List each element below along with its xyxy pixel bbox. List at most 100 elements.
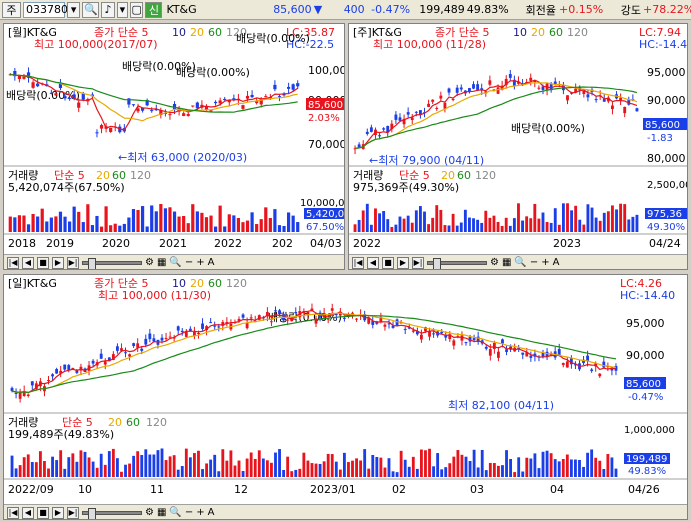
grid-icon[interactable]: ▦ — [156, 507, 167, 518]
last-page-button[interactable]: ▶| — [67, 256, 79, 269]
candle-body — [606, 97, 610, 102]
weekly-chart[interactable]: [주]KT&G 종가 단순 5 10 20 60 120 LC:7.94 HC:… — [349, 24, 688, 254]
settings-icon[interactable]: ⚙ — [145, 507, 154, 518]
monthly-price-tick-1: 100,000 — [308, 64, 345, 77]
weekly-vol-title: 거래량 — [353, 169, 383, 182]
prev-button[interactable]: ◀ — [22, 506, 34, 519]
candle-body — [386, 125, 390, 133]
minus-icon[interactable]: − — [184, 257, 194, 268]
daily-chart[interactable]: [일]KT&G 종가 단순 5 10 20 60 120 LC:4.26 HC:… — [4, 275, 688, 505]
next-button[interactable]: ▶ — [397, 256, 409, 269]
market-select[interactable]: 주 — [2, 1, 21, 18]
prev-button[interactable]: ◀ — [367, 256, 379, 269]
volume-bar — [43, 461, 46, 477]
monthly-ma-20: 20 — [190, 26, 204, 39]
grid-icon[interactable]: ▦ — [501, 257, 512, 268]
stock-name: KT&G — [166, 3, 197, 16]
zoom-icon[interactable]: 🔍 — [514, 257, 527, 268]
monthly-scroll-bar: |◀ ◀ ■ ▶ ▶| ⚙ ▦ 🔍 − + A — [4, 254, 344, 269]
speaker-dropdown-button[interactable]: ▾ — [116, 1, 129, 18]
volume-bar — [578, 459, 581, 477]
volume-bar — [13, 217, 17, 232]
volume-bar — [77, 211, 81, 232]
plus-icon[interactable]: + — [196, 507, 205, 518]
volume-bar — [31, 213, 35, 232]
candle-body — [22, 391, 26, 396]
volume-bar — [517, 203, 520, 232]
plus-icon[interactable]: + — [196, 257, 205, 268]
volume-bar — [379, 457, 383, 477]
candle-body — [586, 355, 590, 362]
candle-body — [30, 381, 34, 386]
daily-ma-60: 60 — [208, 277, 222, 290]
candle-body — [264, 96, 268, 98]
first-page-button[interactable]: |◀ — [7, 506, 19, 519]
date-tick-label: 2022 — [214, 237, 242, 250]
weekly-high-note: 최고 100,000 (11/28) — [373, 38, 486, 51]
volume-bar — [394, 224, 398, 232]
candle-body — [566, 95, 569, 101]
next-button[interactable]: ▶ — [52, 506, 64, 519]
candle-body — [488, 349, 492, 356]
volume-bar — [54, 216, 58, 232]
volume-bar — [398, 216, 402, 232]
candle-body — [619, 97, 623, 101]
auto-icon[interactable]: A — [207, 257, 215, 268]
stock-code-input[interactable]: 033780 — [22, 1, 68, 18]
monthly-title: [월]KT&G — [8, 26, 57, 39]
minus-icon[interactable]: − — [529, 257, 539, 268]
speaker-button[interactable]: ♪ — [101, 1, 115, 18]
zoom-slider[interactable] — [427, 257, 487, 269]
volume-bar — [40, 208, 44, 232]
candle-body — [270, 321, 273, 323]
volume-bar — [594, 457, 598, 477]
monthly-chart[interactable]: [월]KT&G 종가 단순 5 10 20 60 120 LC:35.87 HC… — [4, 24, 345, 254]
next-button[interactable]: ▶ — [52, 256, 64, 269]
search-button[interactable]: 🔍 — [82, 1, 100, 18]
candle-body — [34, 383, 38, 390]
last-page-button[interactable]: ▶| — [412, 256, 424, 269]
stop-button[interactable]: ■ — [37, 506, 49, 519]
zoom-slider[interactable] — [82, 257, 142, 269]
plus-icon[interactable]: + — [541, 257, 550, 268]
auto-icon[interactable]: A — [207, 507, 215, 518]
zoom-slider[interactable] — [82, 507, 142, 519]
stop-button[interactable]: ■ — [382, 256, 394, 269]
monthly-vol-tag-bg — [304, 208, 344, 219]
candle-body — [415, 331, 419, 335]
volume-bar — [553, 208, 557, 232]
stop-button[interactable]: ■ — [37, 256, 49, 269]
candle-body — [168, 336, 172, 338]
monthly-dividend-2: 배당락(0.00%) — [122, 60, 196, 73]
monthly-price-tag-bg — [306, 98, 344, 110]
prev-button[interactable]: ◀ — [22, 256, 34, 269]
monthly-ma-120: 120 — [226, 26, 247, 39]
candle-body — [128, 354, 131, 357]
candle-body — [291, 84, 295, 90]
auto-icon[interactable]: A — [552, 257, 560, 268]
weekly-price-tag: 85,600 — [645, 120, 680, 131]
volume-bar — [602, 212, 606, 232]
volume-bar — [257, 450, 261, 477]
minus-icon[interactable]: − — [184, 507, 194, 518]
weekly-vol-tag-bg — [645, 208, 687, 219]
grid-icon[interactable]: ▦ — [156, 257, 167, 268]
first-page-button[interactable]: |◀ — [352, 256, 364, 269]
volume-bar — [63, 468, 67, 477]
settings-icon[interactable]: ⚙ — [490, 257, 499, 268]
settings-icon[interactable]: ⚙ — [145, 257, 154, 268]
candle-body — [241, 314, 245, 318]
volume-bar — [326, 453, 330, 477]
volume-bar — [107, 451, 111, 477]
date-tick-label: 10 — [78, 483, 92, 496]
weekly-hc: HC:-14.4 — [639, 38, 687, 51]
weekly-chart-panel: [주]KT&G 종가 단순 5 10 20 60 120 LC:7.94 HC:… — [348, 23, 688, 270]
candle-body — [574, 364, 577, 366]
code-dropdown-button[interactable]: ▾ — [66, 1, 81, 18]
volume-bar — [488, 217, 492, 232]
last-page-button[interactable]: ▶| — [67, 506, 79, 519]
zoom-icon[interactable]: 🔍 — [169, 507, 182, 518]
stock-info-button[interactable]: ▢ — [130, 1, 144, 18]
zoom-icon[interactable]: 🔍 — [169, 257, 182, 268]
first-page-button[interactable]: |◀ — [7, 256, 19, 269]
